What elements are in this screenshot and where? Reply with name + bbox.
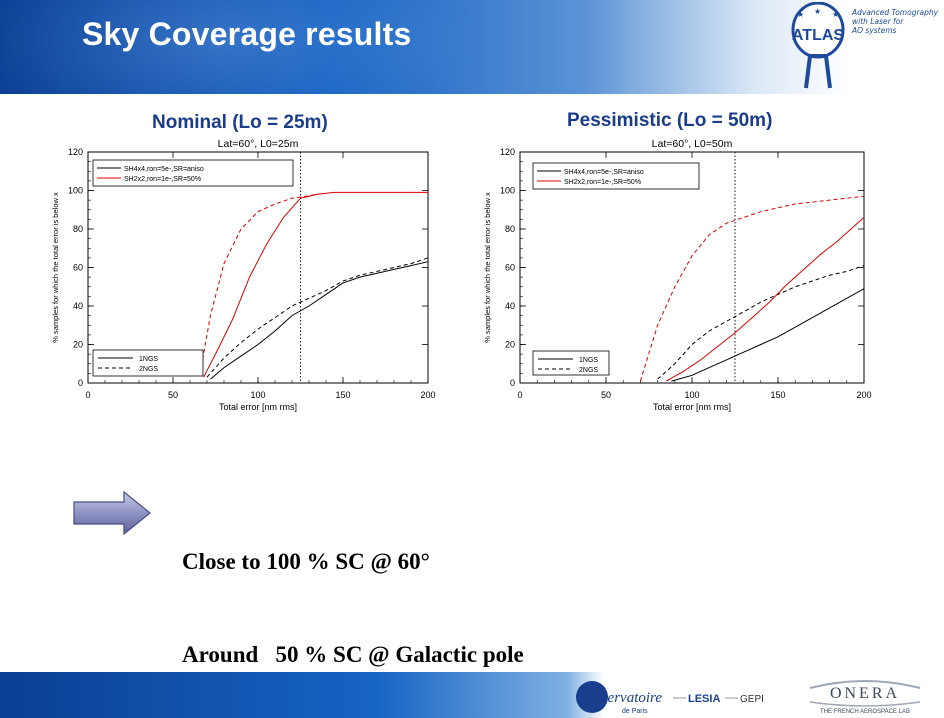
atlas-logo: ★ ★ ★ ATLAS [791, 2, 845, 89]
series-line [206, 257, 429, 378]
atlas-logo-text: ATLAS [792, 27, 844, 44]
y-tick-label: 100 [68, 186, 83, 196]
atlas-tagline-line: with Laser for [852, 17, 904, 26]
x-axis-label: Total error [nm rms] [219, 402, 297, 412]
x-tick-label: 150 [335, 390, 350, 400]
observatoire-logo: l'Observatoire de Paris LESIA GEPI [576, 681, 764, 715]
conclusion-line-1: Close to 100 % SC @ 60° [182, 549, 430, 574]
y-axis-label: % samples for which the total error is b… [483, 192, 492, 343]
header-glow [0, 0, 480, 94]
panel-title-nominal: Nominal (Lo = 25m) [152, 112, 328, 133]
x-tick-label: 0 [517, 390, 522, 400]
y-tick-label: 40 [505, 301, 515, 311]
series-line [210, 261, 429, 380]
legend-entry: SH2x2,ron=1e-,SR=50% [564, 179, 641, 186]
atlas-tagline-line: AO systems [852, 26, 897, 35]
y-tick-label: 100 [500, 186, 515, 196]
footer-banner [0, 672, 944, 718]
atlas-star-icon: ★ [832, 10, 839, 19]
chart-title: Lat=60°, L0=50m [652, 138, 733, 150]
y-tick-label: 80 [505, 224, 515, 234]
legend-box-color [92, 159, 294, 187]
onera-logo: ONERA THE FRENCH AEROSPACE LAB [809, 680, 921, 715]
atlas-tagline: Advanced Tomography with Laser for AO sy… [852, 8, 938, 35]
x-tick-label: 100 [250, 390, 265, 400]
series-line [199, 193, 318, 374]
y-tick-label: 60 [505, 263, 515, 273]
series-line [203, 191, 428, 378]
y-tick-label: 20 [505, 340, 515, 350]
x-tick-label: 50 [168, 390, 178, 400]
legend-entry: SH4x4,ron=5e-,SR=aniso [564, 169, 644, 176]
atlas-star-icon: ★ [814, 7, 821, 16]
legend-entry: 2NGS [139, 366, 158, 373]
legend-entry: 1NGS [139, 356, 158, 363]
legend-box-style [532, 350, 610, 376]
x-tick-label: 100 [684, 390, 699, 400]
slide-title: Sky Coverage results [82, 16, 412, 52]
legend-entry: 2NGS [579, 367, 598, 374]
obs-name: l'Observatoire [576, 690, 662, 706]
y-tick-label: 80 [73, 224, 83, 234]
x-tick-label: 200 [856, 390, 871, 400]
x-axis-label: Total error [nm rms] [653, 402, 731, 412]
onera-sub: THE FRENCH AEROSPACE LAB [820, 709, 910, 715]
arrow-right-icon [73, 490, 151, 536]
header-banner [0, 0, 944, 94]
legend-entry: 1NGS [579, 357, 598, 364]
y-tick-label: 20 [73, 340, 83, 350]
atlas-star-icon: ★ [797, 10, 804, 19]
legend-entry: SH2x2,ron=1e-,SR=50% [124, 176, 201, 183]
x-tick-label: 0 [85, 390, 90, 400]
plot-frame [519, 151, 865, 384]
x-tick-label: 50 [601, 390, 611, 400]
legend-box-style [92, 349, 204, 377]
panel-title-pessimistic: Pessimistic (Lo = 50m) [567, 110, 773, 131]
y-tick-label: 0 [510, 378, 515, 388]
series-line [671, 288, 865, 382]
y-tick-label: 0 [78, 378, 83, 388]
series-line [639, 195, 865, 382]
legend-box-color [532, 162, 700, 190]
y-axis-label: % samples for which the total error is b… [51, 192, 60, 343]
x-tick-label: 200 [420, 390, 435, 400]
chart-title: Lat=60°, L0=25m [218, 138, 299, 150]
plot-frame [87, 151, 429, 384]
lesia-label: LESIA [688, 693, 720, 705]
obs-sub: de Paris [622, 708, 648, 715]
legend-entry: SH4x4,ron=5e-,SR=aniso [124, 166, 204, 173]
y-tick-label: 120 [68, 147, 83, 157]
gepi-label: GEPI [740, 694, 764, 705]
onera-label: ONERA [830, 685, 900, 702]
y-tick-label: 60 [73, 263, 83, 273]
series-line [665, 217, 865, 382]
atlas-tagline-line: Advanced Tomography [852, 8, 939, 17]
conclusion-line-2: Around 50 % SC @ Galactic pole [182, 642, 524, 667]
y-tick-label: 120 [500, 147, 515, 157]
x-tick-label: 150 [770, 390, 785, 400]
y-tick-label: 40 [73, 301, 83, 311]
conclusion-text: Close to 100 % SC @ 60° Around 50 % SC @… [182, 484, 524, 701]
series-line [657, 265, 865, 380]
